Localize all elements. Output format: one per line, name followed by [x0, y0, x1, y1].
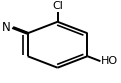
Text: N: N	[2, 21, 11, 34]
Text: HO: HO	[101, 56, 118, 66]
Text: Cl: Cl	[52, 1, 63, 11]
